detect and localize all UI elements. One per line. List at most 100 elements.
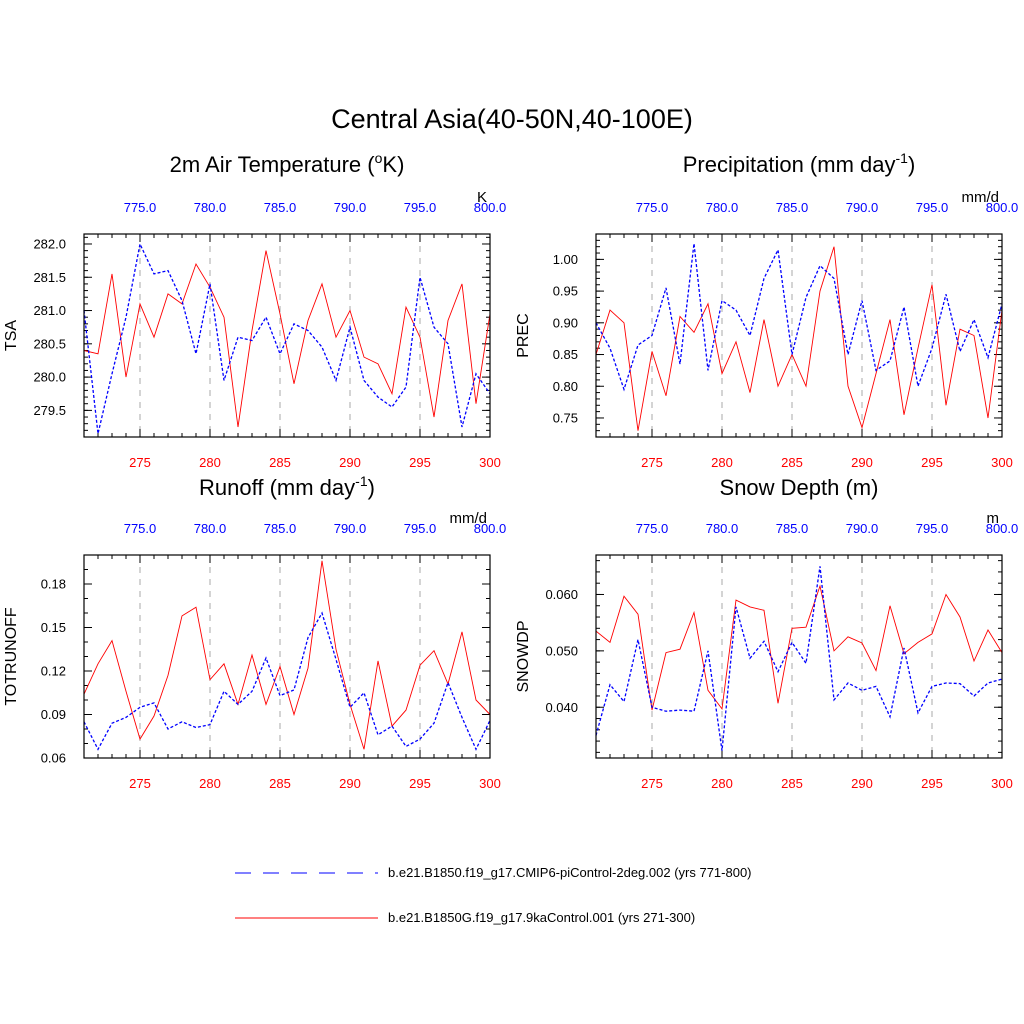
y-tick-labels: 0.75 0.80 0.85 0.90 0.95 1.00	[553, 252, 578, 426]
panel-title-main: Precipitation (mm day	[683, 152, 896, 177]
x-bottom-tick-label: 280	[711, 776, 733, 791]
x-top-tick-label: 795.0	[916, 521, 949, 536]
x-bottom-tick-label: 300	[991, 776, 1013, 791]
panel-title-tail: )	[368, 475, 375, 500]
x-top-tick-labels: 775.0 780.0 785.0 790.0 795.0 800.0	[124, 200, 507, 215]
x-top-tick-label: 790.0	[334, 200, 367, 215]
y-tick-label: 1.00	[553, 252, 578, 267]
x-bottom-tick-label: 300	[479, 455, 501, 470]
panel-snowdp: Snow Depth (m) m SNOWDP 275 280 285 290 295 300 7…	[515, 475, 1018, 791]
legend-label-9kacontrol: b.e21.B1850G.f19_g17.9kaControl.001 (yrs…	[388, 910, 695, 925]
unit-label: mm/d	[450, 510, 488, 527]
y-axis-label: TSA	[3, 320, 20, 351]
y-tick-label: 0.040	[545, 700, 578, 715]
x-bottom-tick-label: 275	[129, 455, 151, 470]
unit-label: mm/d	[962, 189, 1000, 206]
y-tick-label: 279.5	[33, 403, 66, 418]
x-top-tick-label: 800.0	[986, 200, 1019, 215]
y-tick-label: 0.80	[553, 379, 578, 394]
panel-title: 2m Air Temperature (oK)	[170, 150, 405, 177]
panel-title-superscript: -1	[355, 473, 368, 489]
series-line-9kacontrol	[595, 246, 1003, 431]
y-axis-label: SNOWDP	[515, 621, 532, 693]
x-bottom-tick-label: 295	[921, 455, 943, 470]
y-axis-label: TOTRUNOFF	[3, 607, 20, 706]
y-tick-label: 280.0	[33, 370, 66, 385]
series-line-9kacontrol	[83, 560, 491, 750]
series-line-picontrol	[83, 611, 491, 751]
x-top-tick-label: 780.0	[706, 521, 739, 536]
x-top-tick-label: 800.0	[474, 521, 507, 536]
y-tick-label: 0.85	[553, 347, 578, 362]
x-bottom-tick-labels: 275 280 285 290 295 300	[129, 455, 501, 470]
x-bottom-tick-label: 290	[851, 776, 873, 791]
x-top-tick-label: 790.0	[846, 521, 879, 536]
x-bottom-tick-labels: 275 280 285 290 295 300	[641, 776, 1013, 791]
x-bottom-tick-labels: 275 280 285 290 295 300	[129, 776, 501, 791]
y-tick-labels: 279.5 280.0 280.5 281.0 281.5 282.0	[33, 236, 66, 417]
plot-frame	[595, 554, 1003, 759]
y-tick-label: 0.12	[41, 664, 66, 679]
x-bottom-tick-label: 285	[781, 776, 803, 791]
panel-prec: Precipitation (mm day-1) mm/d PREC 275 280 28…	[515, 150, 1018, 470]
x-top-tick-label: 775.0	[124, 200, 157, 215]
x-bottom-tick-label: 300	[991, 455, 1013, 470]
x-top-tick-label: 780.0	[194, 521, 227, 536]
y-tick-label: 281.0	[33, 303, 66, 318]
unit-label: K	[477, 189, 487, 206]
y-tick-label: 0.15	[41, 620, 66, 635]
series-line-picontrol	[595, 243, 1003, 392]
plot-frame	[83, 233, 491, 438]
x-top-tick-label: 775.0	[636, 200, 669, 215]
panel-title-main: 2m Air Temperature (	[170, 152, 376, 177]
x-bottom-tick-label: 290	[851, 455, 873, 470]
x-top-tick-label: 785.0	[776, 521, 809, 536]
y-tick-labels: 0.06 0.09 0.12 0.15 0.18	[41, 577, 66, 766]
x-bottom-tick-label: 275	[129, 776, 151, 791]
x-top-tick-labels: 775.0 780.0 785.0 790.0 795.0 800.0	[124, 521, 507, 536]
x-bottom-tick-label: 285	[269, 455, 291, 470]
x-bottom-tick-label: 295	[921, 776, 943, 791]
panel-title: Snow Depth (m)	[720, 475, 879, 500]
series-line-9kacontrol	[83, 250, 491, 428]
panel-title-superscript: -1	[895, 150, 908, 166]
x-top-tick-label: 785.0	[776, 200, 809, 215]
x-bottom-tick-label: 275	[641, 776, 663, 791]
y-tick-labels: 0.040 0.050 0.060	[545, 587, 578, 715]
panel-title-superscript: o	[375, 150, 383, 166]
y-axis-label: PREC	[515, 313, 532, 357]
series-line-picontrol	[83, 241, 491, 434]
y-tick-label: 0.06	[41, 751, 66, 766]
x-bottom-tick-label: 290	[339, 455, 361, 470]
panel-title-tail: K)	[382, 152, 404, 177]
x-top-tick-label: 790.0	[846, 200, 879, 215]
panel-title: Precipitation (mm day-1)	[683, 150, 916, 177]
x-top-tick-label: 800.0	[474, 200, 507, 215]
x-top-tick-label: 800.0	[986, 521, 1019, 536]
y-tick-label: 0.060	[545, 587, 578, 602]
x-top-tick-label: 795.0	[404, 200, 437, 215]
x-top-tick-labels: 775.0 780.0 785.0 790.0 795.0 800.0	[636, 200, 1019, 215]
panel-title-tail: )	[908, 152, 915, 177]
panel-title-main: Runoff (mm day	[199, 475, 355, 500]
x-top-tick-label: 795.0	[916, 200, 949, 215]
x-top-tick-label: 775.0	[636, 521, 669, 536]
x-bottom-tick-label: 300	[479, 776, 501, 791]
x-top-tick-labels: 775.0 780.0 785.0 790.0 795.0 800.0	[636, 521, 1019, 536]
y-tick-label: 281.5	[33, 270, 66, 285]
x-bottom-tick-label: 285	[781, 455, 803, 470]
series-line-picontrol	[595, 566, 1003, 751]
x-bottom-tick-label: 280	[199, 455, 221, 470]
x-bottom-tick-label: 295	[409, 455, 431, 470]
x-top-tick-label: 780.0	[194, 200, 227, 215]
y-tick-label: 0.09	[41, 707, 66, 722]
unit-label: m	[987, 510, 1000, 527]
series-line-9kacontrol	[595, 584, 1003, 711]
y-tick-label: 0.050	[545, 643, 578, 658]
x-bottom-tick-label: 295	[409, 776, 431, 791]
